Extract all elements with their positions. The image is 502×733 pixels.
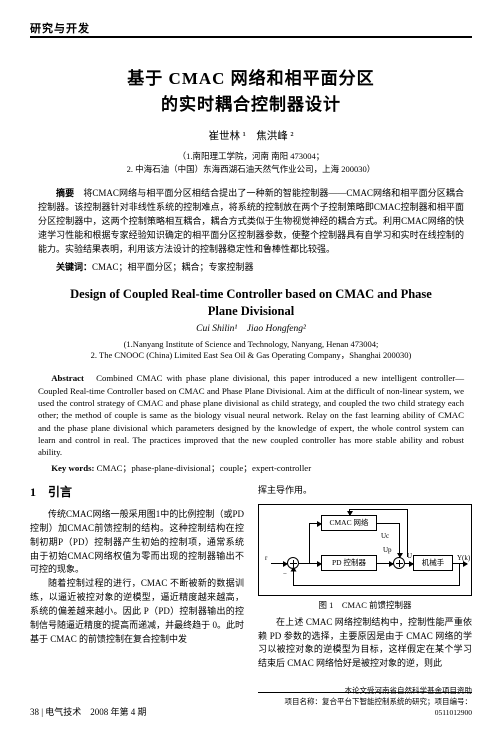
diagram-line — [377, 523, 399, 524]
diagram-plant-block: 机械手 — [413, 555, 453, 571]
diagram-line — [293, 569, 294, 585]
figure-1-caption: 图 1 CMAC 前馈控制器 — [258, 599, 472, 611]
diagram-sum-right — [393, 557, 405, 569]
authors-english: Cui Shilin¹ Jiao Hongfeng² — [30, 323, 472, 337]
footnote-line2: 项目名称：复合平台下智能控制系统的研究；项目编号：0511012900 — [285, 697, 473, 717]
footer-right-note: 本论文受河南省自然科学基金项目资助 项目名称：复合平台下智能控制系统的研究；项目… — [252, 686, 472, 719]
paragraph-2: 随着控制过程的进行，CMAC 不断被新的数据训练，以逼近被控对象的逆模型，逼近精… — [30, 577, 244, 647]
left-column: 1 引言 传统CMAC网络一般采用图1中的比例控制（或PD控制）加CMAC前馈控… — [30, 484, 244, 671]
diagram-cmac-block: CMAC 网络 — [321, 515, 377, 531]
right-column-continuation: 挥主导作用。 — [258, 484, 472, 498]
diagram-arrowhead — [347, 511, 353, 516]
diagram-uc-label: Uc — [381, 531, 389, 541]
diagram-arrowhead — [389, 561, 394, 567]
two-column-body: 1 引言 传统CMAC网络一般采用图1中的比例控制（或PD控制）加CMAC前馈控… — [30, 484, 472, 671]
authors-chinese: 崔世林 ¹ 焦洪峰 ² — [30, 129, 472, 144]
diagram-arrowhead — [463, 561, 468, 567]
keywords-cn-text: CMAC；相平面分区；耦合；专家控制器 — [92, 262, 254, 272]
keywords-english: Key words: CMAC；phase-plane-divisional；c… — [38, 462, 464, 475]
diagram-line — [399, 523, 400, 557]
footnote-line1: 本论文受河南省自然科学基金项目资助 — [345, 686, 473, 695]
right-column: 挥主导作用。 CMAC 网络 PD 控制器 机械手 r Up Uc U Y(k) — [258, 484, 472, 671]
affil-cn-l1: （1.南阳理工学院，河南 南阳 473004； — [178, 151, 325, 161]
keywords-en-text: CMAC；phase-plane-divisional；couple；exper… — [94, 463, 311, 473]
title-cn-line2: 的实时耦合控制器设计 — [161, 95, 341, 114]
paragraph-1: 传统CMAC网络一般采用图1中的比例控制（或PD控制）加CMAC前馈控制的结构。… — [30, 508, 244, 578]
diagram-r-label: r — [265, 553, 267, 563]
affil-en-l2: 2. The CNOOC (China) Limited East Sea Oi… — [91, 350, 412, 360]
diagram-arrowhead — [317, 561, 322, 567]
affiliation-english: (1.Nanyang Institute of Science and Tech… — [30, 339, 472, 363]
title-en-l2: Plane Divisional — [208, 304, 294, 318]
abstract-en-text: Combined CMAC with phase plane divisiona… — [38, 373, 464, 457]
diagram-line — [407, 509, 408, 557]
keywords-chinese: 关键词：CMAC；相平面分区；耦合；专家控制器 — [38, 261, 464, 274]
keywords-cn-label: 关键词： — [56, 262, 92, 272]
diagram-line — [309, 523, 310, 563]
paragraph-3: 在上述 CMAC 网络控制结构中，控制性能严重依赖 PD 参数的选择，主要原因是… — [258, 616, 472, 672]
diagram-arrowhead — [397, 553, 403, 558]
abstract-english: Abstract Combined CMAC with phase plane … — [38, 372, 464, 458]
diagram-line — [349, 509, 407, 510]
header-divider — [30, 36, 472, 38]
abstract-en-label: Abstract — [51, 373, 84, 383]
abstract-cn-label: 摘要 — [56, 188, 74, 198]
diagram-arrowhead — [317, 521, 322, 527]
section-1-heading: 1 引言 — [30, 484, 244, 501]
title-english: Design of Coupled Real-time Controller b… — [30, 286, 472, 320]
diagram-arrowhead — [283, 561, 288, 567]
diagram-line — [459, 563, 460, 585]
figure-1-diagram: CMAC 网络 PD 控制器 机械手 r Up Uc U Y(k) — [258, 504, 472, 596]
diagram-line — [293, 585, 460, 586]
affil-cn-l2: 2. 中海石油（中国）东海西湖石油天然气作业公司，上海 200030） — [127, 164, 376, 174]
diagram-up-label: Up — [383, 545, 392, 555]
title-chinese: 基于 CMAC 网络和相平面分区 的实时耦合控制器设计 — [30, 66, 472, 119]
affiliation-chinese: （1.南阳理工学院，河南 南阳 473004； 2. 中海石油（中国）东海西湖石… — [30, 150, 472, 176]
keywords-en-label: Key words: — [51, 463, 94, 473]
page-footer: 38 | 电气技术 2008 年第 4 期 本论文受河南省自然科学基金项目资助 … — [30, 706, 472, 719]
diagram-minus-label: − — [283, 569, 287, 579]
diagram-arrowhead — [409, 561, 414, 567]
page-number-journal: 38 | 电气技术 2008 年第 4 期 — [30, 707, 147, 717]
affil-en-l1: (1.Nanyang Institute of Science and Tech… — [124, 339, 379, 349]
abstract-chinese: 摘要 将CMAC网络与相平面分区相结合提出了一种新的智能控制器——CMAC网络和… — [38, 187, 464, 257]
diagram-arrowhead — [291, 567, 297, 572]
title-en-l1: Design of Coupled Real-time Controller b… — [70, 287, 432, 301]
diagram-pd-block: PD 控制器 — [321, 555, 377, 571]
title-cn-line1: 基于 CMAC 网络和相平面分区 — [127, 69, 374, 88]
abstract-cn-text: 将CMAC网络与相平面分区相结合提出了一种新的智能控制器——CMAC网络和相平面… — [38, 188, 464, 254]
